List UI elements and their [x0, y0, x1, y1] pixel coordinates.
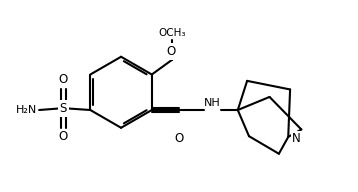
Text: O: O: [166, 45, 175, 58]
Text: OCH₃: OCH₃: [159, 27, 186, 37]
Text: O: O: [59, 130, 68, 143]
Text: NH: NH: [204, 98, 221, 108]
Text: N: N: [292, 132, 301, 145]
Text: O: O: [174, 132, 183, 146]
Text: H₂N: H₂N: [16, 105, 37, 115]
Text: S: S: [60, 102, 67, 115]
Text: O: O: [59, 73, 68, 86]
Text: O: O: [166, 45, 175, 58]
Text: O: O: [174, 132, 183, 146]
